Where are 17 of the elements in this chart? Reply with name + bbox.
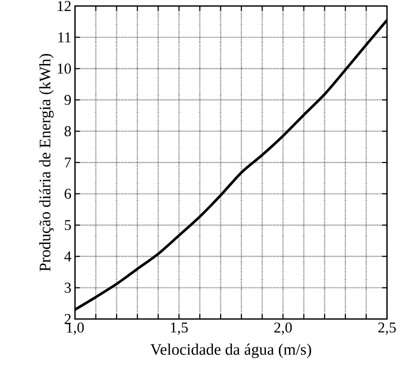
y-tick-label: 6 (64, 188, 72, 199)
y-tick-label: 3 (64, 282, 71, 293)
y-tick-label: 12 (58, 1, 71, 11)
y-axis-title: Produção diária de Energia (kWh) (39, 54, 54, 272)
y-tick-label: 11 (58, 32, 71, 42)
y-tick-label: 2 (64, 314, 71, 324)
y-tick-label: 9 (64, 94, 71, 105)
y-tick-label: 5 (64, 220, 71, 230)
y-tick-label: 8 (64, 126, 71, 136)
x-tick-label: 1,0 (66, 322, 84, 335)
y-tick-label: 10 (58, 64, 71, 74)
x-tick-label: 2,5 (378, 322, 396, 335)
x-tick-label: 2,0 (274, 322, 292, 335)
y-tick-label: 4 (64, 251, 72, 262)
x-tick-label: 1,5 (170, 322, 188, 335)
y-tick-label: 7 (64, 158, 72, 168)
x-axis-title: Velocidade da água (m/s) (150, 344, 312, 358)
